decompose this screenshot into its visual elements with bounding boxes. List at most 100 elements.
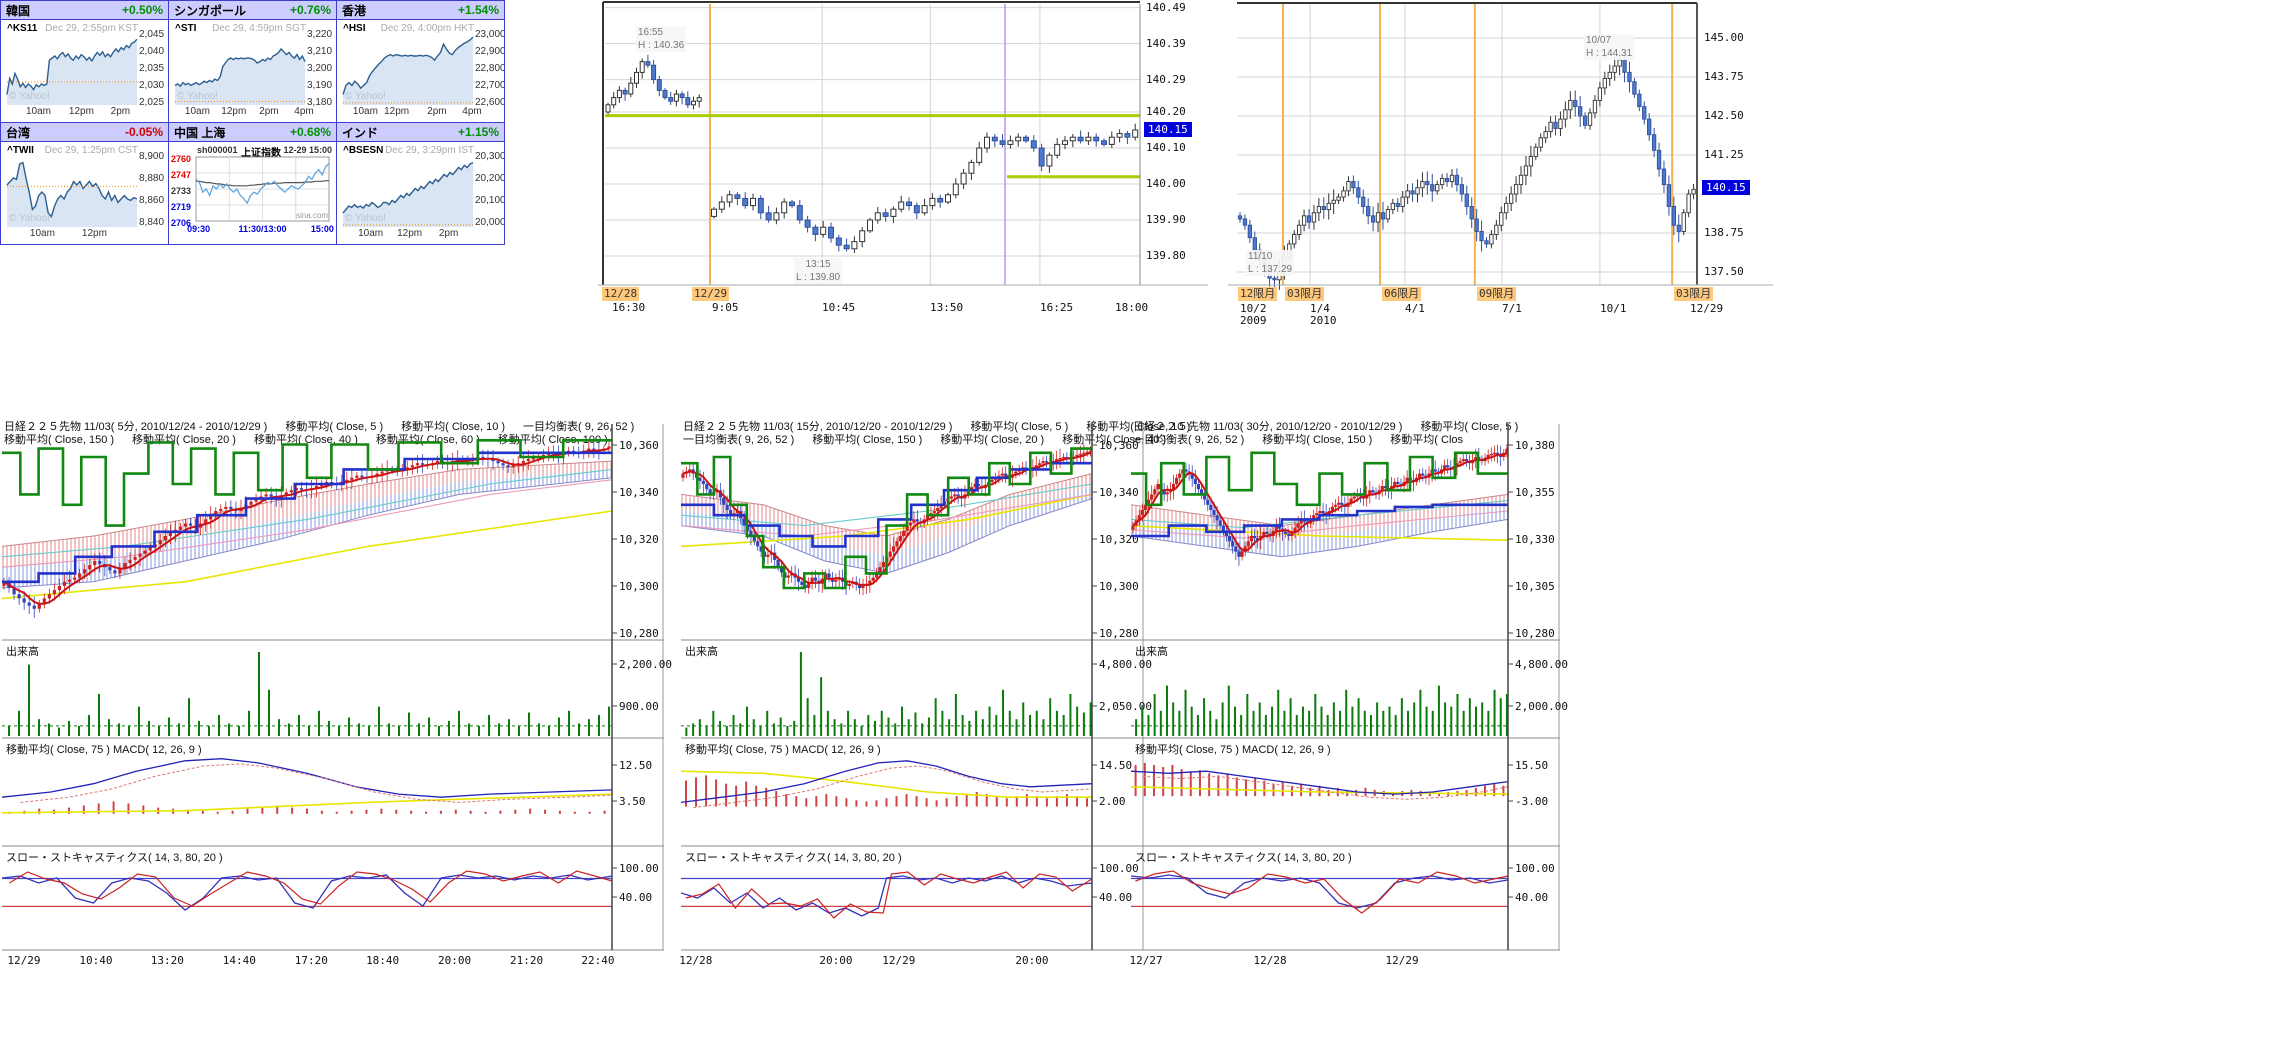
low-value: L : 139.80 <box>796 272 841 283</box>
mid-x-label: 16:25 <box>1040 301 1074 314</box>
legend-item: 移動平均( Close, 5 ) <box>285 421 384 433</box>
panel-1[interactable]: 日経２２５先物 11/03( 15分, 2010/12/20 - 2010/12… <box>679 410 1190 975</box>
legend-item: 移動平均( Close, 40 ) <box>1062 434 1167 446</box>
macd-pane-label: 移動平均( Close, 75 ) MACD( 12, 26, 9 ) <box>685 744 881 756</box>
price-tick: 10,340 <box>619 486 659 499</box>
mid-y-label: 140.20 <box>1146 105 1186 118</box>
stoch-pane-label: スロー・ストキャスティクス( 14, 3, 80, 20 ) <box>6 852 223 864</box>
stoch-tick: 40.00 <box>1515 891 1549 904</box>
contract-month-box: 09限月 <box>1477 287 1517 301</box>
tile-y-label: 8,860 <box>139 195 165 206</box>
price-tick: 10,330 <box>1515 533 1555 546</box>
high-annotation: 10/07 H : 144.31 <box>1584 34 1635 60</box>
mid-y-label: 140.10 <box>1146 141 1186 154</box>
market-tile-5[interactable]: インド +1.15% ^BSESN Dec 29, 3:29pm IST 20,300 2… <box>337 123 504 244</box>
tile-x-label: 12pm <box>68 106 94 117</box>
right-x-label: 10/1 <box>1600 302 1627 315</box>
panel-x-label: 12/27 <box>1129 954 1163 967</box>
market-name: シンガポール <box>174 3 247 18</box>
market-change-badge: -0.05% <box>124 125 163 139</box>
panel-2[interactable]: 日経２２５先物 11/03( 30分, 2010/12/20 - 2010/12… <box>1129 410 1568 975</box>
market-timestamp: Dec 29, 1:25pm CST <box>44 145 138 156</box>
tile-x-label: 4pm <box>462 106 482 117</box>
panel-x-label: 10:40 <box>79 954 113 967</box>
intraday-candle-chart[interactable]: 140.49 140.39 140.29 140.20 140.10 140.00 139.… <box>598 0 1238 330</box>
market-symbol: ^STI <box>175 23 197 34</box>
market-symbol: ^KS11 <box>7 23 38 34</box>
market-tile-4[interactable]: 中国 上海 +0.68% sh000001 上证指数 12-29 15:00 2760 27… <box>169 123 336 244</box>
market-tile-2[interactable]: 香港 +1.54% ^HSI Dec 29, 4:00pm HKT 23,000 22,9… <box>337 1 504 122</box>
stoch-tick: 40.00 <box>1099 891 1133 904</box>
panel-x-label: 20:00 <box>438 954 472 967</box>
right-x-label: 1/4 <box>1310 302 1330 315</box>
stoch-pane-label: スロー・ストキャスティクス( 14, 3, 80, 20 ) <box>685 852 902 864</box>
tile-y-label: 20,100 <box>475 195 504 206</box>
right-y-label: 142.50 <box>1704 109 1744 122</box>
tile-y-label: 8,900 <box>139 151 165 162</box>
sina-x-label: 11:30/13:00 <box>238 224 287 234</box>
yahoo-watermark: © Yahoo! <box>9 91 50 102</box>
tile-x-label: 2pm <box>427 106 447 117</box>
macd-tick: 15.50 <box>1515 759 1549 772</box>
volume-tick: 4,800.00 <box>1515 658 1568 671</box>
market-name: 香港 <box>342 3 367 18</box>
panel-header-line1: 日経２２５先物 11/03( 30分, 2010/12/20 - 2010/12… <box>1133 418 1518 434</box>
panel-x-label: 12/28 <box>1253 954 1287 967</box>
market-change-badge: +0.76% <box>289 3 331 17</box>
low-time: 11/10 <box>1248 251 1273 262</box>
tile-y-label: 3,220 <box>307 29 333 40</box>
tile-y-label: 2,025 <box>139 97 165 108</box>
tile-y-label: 22,900 <box>475 46 504 57</box>
panel-x-label: 13:20 <box>150 954 184 967</box>
high-annotation: 16:55 H : 140.36 <box>636 26 687 52</box>
tile-y-label: 2,040 <box>139 46 165 57</box>
low-annotation: 13:15 L : 139.80 <box>794 258 843 284</box>
tile-x-label: 12pm <box>81 228 107 239</box>
market-name: 韓国 <box>6 3 31 18</box>
panel-x-label: 21:20 <box>510 954 544 967</box>
price-tick: 10,280 <box>619 627 659 640</box>
stoch-pane-label: スロー・ストキャスティクス( 14, 3, 80, 20 ) <box>1135 852 1352 864</box>
panel-x-label: 22:40 <box>581 954 615 967</box>
panel-x-label: 12/29 <box>1385 954 1419 967</box>
tile-y-label: 20,300 <box>475 151 504 162</box>
price-tick: 10,300 <box>619 580 659 593</box>
tile-y-label: 2,030 <box>139 80 165 91</box>
legend-item: 移動平均( Close, 150 ) <box>812 434 923 446</box>
market-change-badge: +1.15% <box>457 125 499 139</box>
right-y-label: 141.25 <box>1704 148 1744 161</box>
panel-x-label: 20:00 <box>1015 954 1049 967</box>
panel-0[interactable]: 日経２２５先物 11/03( 5分, 2010/12/24 - 2010/12/… <box>2 410 672 975</box>
mid-y-label: 140.00 <box>1146 177 1186 190</box>
sina-title: 上证指数 <box>241 148 281 159</box>
market-tile-0[interactable]: 韓国 +0.50% ^KS11 Dec 29, 2:55pm KST 2,045 2,04… <box>1 1 168 122</box>
tile-y-label: 2,035 <box>139 63 165 74</box>
tile-header: 台湾 -0.05% <box>1 123 168 142</box>
panel-x-label: 20:00 <box>819 954 853 967</box>
volume-tick: 4,800.00 <box>1099 658 1152 671</box>
tile-y-label: 3,190 <box>307 80 333 91</box>
right-x-label: 7/1 <box>1502 302 1522 315</box>
market-change-badge: +1.54% <box>457 3 499 17</box>
right-y-label: 138.75 <box>1704 226 1744 239</box>
right-x-label: 12/29 <box>1690 302 1724 315</box>
sina-watermark: sina.com <box>295 211 328 220</box>
tile-y-label: 20,000 <box>475 217 504 228</box>
yahoo-watermark: © Yahoo! <box>345 91 386 102</box>
macd-tick: 3.50 <box>619 795 646 808</box>
daily-candle-chart[interactable]: 145.00 143.75 142.50 141.25 138.75 137.50 140.… <box>1228 0 1808 335</box>
contract-month-box: 03限月 <box>1674 287 1714 301</box>
macd-tick: 12.50 <box>619 759 653 772</box>
market-tile-3[interactable]: 台湾 -0.05% ^TWII Dec 29, 1:25pm CST 8,900 8,88… <box>1 123 168 244</box>
market-tile-1[interactable]: シンガポール +0.76% ^STI Dec 29, 4:59pm SGT 3,220 3… <box>169 1 336 122</box>
high-time: 10/07 <box>1586 35 1612 46</box>
stoch-tick: 100.00 <box>1515 862 1555 875</box>
macd-tick: -3.00 <box>1515 795 1549 808</box>
low-annotation: 11/10 L : 137.29 <box>1246 250 1295 276</box>
panel-header-line1: 日経２２５先物 11/03( 15分, 2010/12/20 - 2010/12… <box>683 418 1190 434</box>
yahoo-watermark: © Yahoo! <box>177 91 218 102</box>
legend-item: 一目均衡表( 9, 26, 52 ) <box>523 421 635 433</box>
tile-y-label: 20,200 <box>475 173 504 184</box>
price-tick: 10,360 <box>1099 439 1139 452</box>
